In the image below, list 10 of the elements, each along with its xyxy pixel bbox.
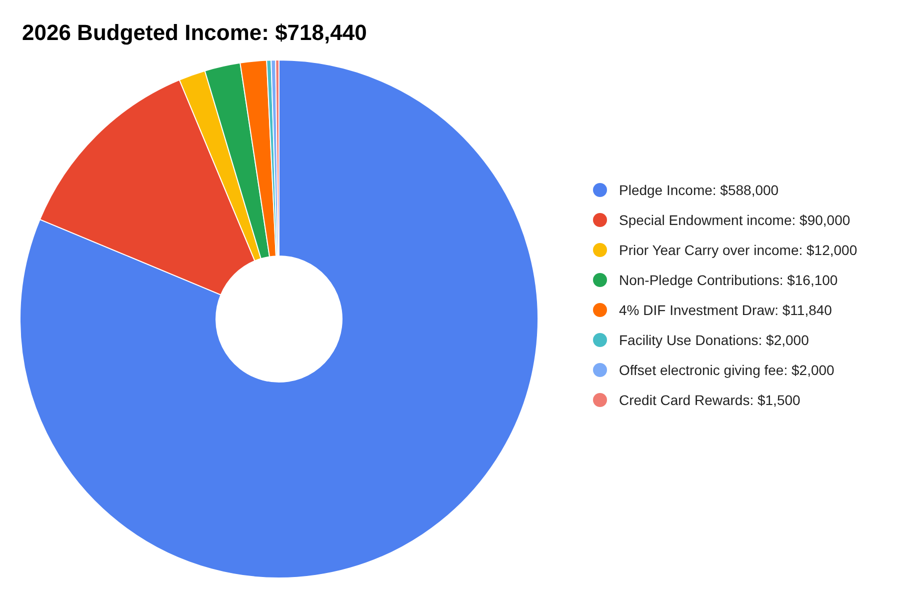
legend-label: Credit Card Rewards: $1,500 — [619, 392, 801, 408]
donut-slice — [20, 60, 538, 578]
legend-label: Offset electronic giving fee: $2,000 — [619, 362, 835, 378]
legend-label: 4% DIF Investment Draw: $11,840 — [619, 302, 832, 318]
chart-title: 2026 Budgeted Income: $718,440 — [22, 20, 367, 45]
legend-label: Special Endowment income: $90,000 — [619, 212, 850, 228]
legend-label: Non-Pledge Contributions: $16,100 — [619, 272, 838, 288]
legend-label: Facility Use Donations: $2,000 — [619, 332, 810, 348]
legend-label: Prior Year Carry over income: $12,000 — [619, 242, 858, 258]
legend-label: Pledge Income: $588,000 — [619, 182, 779, 198]
